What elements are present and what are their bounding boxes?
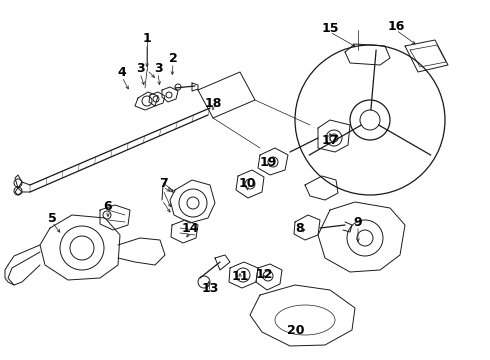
Text: 14: 14 bbox=[181, 221, 199, 234]
Text: 3: 3 bbox=[154, 62, 162, 75]
Text: 10: 10 bbox=[238, 176, 256, 189]
Text: 1: 1 bbox=[143, 32, 151, 45]
Text: 11: 11 bbox=[231, 270, 249, 283]
Text: 8: 8 bbox=[295, 221, 304, 234]
Text: 17: 17 bbox=[321, 134, 339, 147]
Text: 7: 7 bbox=[159, 176, 168, 189]
Text: 20: 20 bbox=[287, 324, 305, 337]
Text: 2: 2 bbox=[169, 51, 177, 64]
Text: 18: 18 bbox=[204, 96, 221, 109]
Text: 19: 19 bbox=[259, 156, 277, 168]
Text: 16: 16 bbox=[387, 19, 405, 32]
Text: 13: 13 bbox=[201, 282, 219, 294]
Text: 5: 5 bbox=[48, 212, 56, 225]
Text: 3: 3 bbox=[136, 62, 145, 75]
Text: 15: 15 bbox=[321, 22, 339, 35]
Text: 12: 12 bbox=[255, 269, 273, 282]
Text: 6: 6 bbox=[104, 199, 112, 212]
Text: 4: 4 bbox=[118, 66, 126, 78]
Text: 9: 9 bbox=[354, 216, 362, 229]
